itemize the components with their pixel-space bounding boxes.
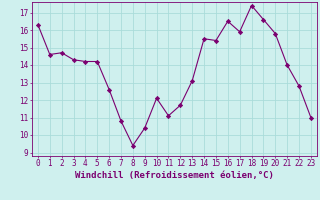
X-axis label: Windchill (Refroidissement éolien,°C): Windchill (Refroidissement éolien,°C): [75, 171, 274, 180]
